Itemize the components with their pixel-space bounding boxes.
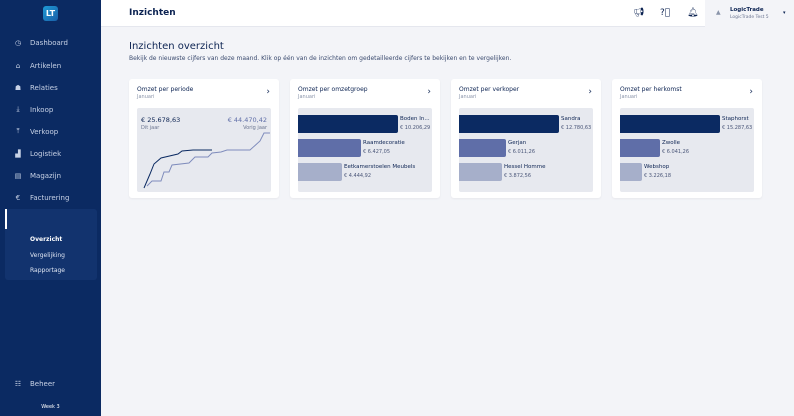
card-omzet-per-herkomst[interactable]: Omzet per herkomst Januari › Staphorst €…	[612, 79, 762, 198]
bar	[298, 139, 361, 157]
sidebar-item-magazijn[interactable]: ▤ Magazijn	[14, 171, 62, 180]
truck-icon: ▟	[15, 149, 21, 158]
previous-year-line	[146, 132, 270, 187]
sidebar-subitem-overzicht[interactable]: Overzicht	[30, 236, 63, 243]
sidebar-subitem-rapportage[interactable]: Rapportage	[30, 267, 65, 274]
card-subtitle: Januari	[298, 94, 316, 100]
card-title: Omzet per verkoper	[459, 86, 520, 93]
bar	[298, 115, 398, 133]
user-menu[interactable]: ▲ LogicTrade LogicTrade Test 5 ▾	[705, 0, 794, 27]
bar-value: € 4.444,92	[344, 173, 372, 179]
archive-icon: ▤	[14, 171, 22, 180]
bar-label: Webshop	[644, 164, 670, 170]
card-omzet-per-verkoper[interactable]: Omzet per verkoper Januari › Sandra € 12…	[451, 79, 601, 198]
dashboard-icon: ◷	[14, 38, 22, 47]
bar-value: € 3.226,18	[644, 173, 672, 179]
bar	[620, 115, 720, 133]
help-icon[interactable]: ?⃝	[660, 8, 671, 18]
logo[interactable]: LT	[43, 6, 58, 21]
bar-chart: Boden In... € 10.206,29 Raamdecoratie € …	[298, 108, 432, 192]
euro-icon: €	[15, 193, 21, 202]
megaphone-icon[interactable]: 📢︎	[633, 8, 645, 18]
bar-chart: Staphorst € 15.287,63 Zwolle € 6.041,26 …	[620, 108, 754, 192]
bar-label: Hessel Homme	[504, 164, 546, 170]
bar-value: € 15.287,63	[722, 125, 753, 131]
sidebar-item-artikelen[interactable]: ⌂ Artikelen	[0, 57, 101, 74]
sidebar-group-inzichten	[5, 209, 97, 280]
sidebar-item-verkoop[interactable]: ⤒ Verkoop	[0, 123, 101, 140]
week-label: Week 3	[41, 404, 60, 410]
settings-icon: ☷	[14, 379, 22, 388]
bar	[459, 163, 502, 181]
bar	[459, 115, 559, 133]
sidebar-item-inkoop[interactable]: ⤓ Inkoop	[0, 101, 101, 118]
page-header-title: Inzichten	[129, 8, 176, 18]
header: Inzichten 📢︎ ?⃝ 🔔︎ ▲ LogicTrade LogicTra…	[101, 0, 794, 27]
bar-label: Sandra	[561, 116, 581, 122]
bar-label: Boden In...	[400, 116, 430, 122]
bar-value: € 12.780,63	[561, 125, 592, 131]
bar-value: € 6.011,26	[508, 149, 536, 155]
period-chart: € 25.678,63 Dit jaar € 44.470,42 Vorig j…	[137, 108, 271, 192]
chevron-right-icon[interactable]: ›	[749, 87, 753, 97]
chevron-right-icon[interactable]: ›	[588, 87, 592, 97]
sidebar-item-logistiek[interactable]: ▟ Logistiek	[0, 145, 101, 162]
bar	[620, 139, 660, 157]
bar	[298, 163, 342, 181]
bar-label: Zwolle	[662, 140, 681, 146]
card-omzet-per-periode[interactable]: Omzet per periode Januari › € 25.678,63 …	[129, 79, 279, 198]
sidebar-item-relaties[interactable]: ☗ Relaties	[14, 83, 58, 92]
page-description: Bekijk de nieuwste cijfers van deze maan…	[129, 55, 512, 62]
current-year-line	[143, 149, 212, 189]
bar-value: € 6.041,26	[662, 149, 690, 155]
bar-value: € 3.872,56	[504, 173, 532, 179]
card-omzet-per-omzetgroep[interactable]: Omzet per omzetgroep Januari › Boden In.…	[290, 79, 440, 198]
chevron-right-icon[interactable]: ›	[266, 87, 270, 97]
download-icon: ⤓	[16, 105, 20, 113]
card-subtitle: Januari	[137, 94, 155, 100]
current-value: € 25.678,63	[141, 116, 181, 124]
user-icon: ☗	[14, 83, 22, 92]
sidebar-item-dashboard[interactable]: ◷ Dashboard	[14, 38, 68, 47]
user-icon: ▲	[716, 9, 721, 16]
sidebar-subitem-vergelijking[interactable]: Vergelijking	[30, 252, 65, 259]
bar-chart: Sandra € 12.780,63 Gerjan € 6.011,26 Hes…	[459, 108, 593, 192]
card-subtitle: Januari	[620, 94, 638, 100]
card-title: Omzet per omzetgroep	[298, 86, 368, 93]
bar-label: Gerjan	[508, 140, 527, 146]
page-title: Inzichten overzicht	[129, 41, 224, 52]
bar-label: Staphorst	[722, 116, 749, 122]
card-subtitle: Januari	[459, 94, 477, 100]
bar-value: € 6.427,05	[363, 149, 391, 155]
card-title: Omzet per periode	[137, 86, 194, 93]
chevron-down-icon: ▾	[783, 10, 786, 16]
bell-icon[interactable]: 🔔︎	[687, 8, 699, 18]
sidebar: LT ◷ Dashboard ⌂ Artikelen ☗ Relaties ⤓ Inkoop ⤒…	[0, 0, 101, 416]
sidebar-item-facturering[interactable]: € Facturering	[0, 189, 101, 206]
chevron-right-icon[interactable]: ›	[427, 87, 431, 97]
bar	[620, 163, 642, 181]
upload-icon: ⤒	[16, 127, 20, 135]
previous-value: € 44.470,42	[227, 116, 267, 124]
inbox-icon: ⌂	[15, 61, 21, 70]
card-title: Omzet per herkomst	[620, 86, 682, 93]
bar-value: € 10.206,29	[400, 125, 431, 131]
bar-label: Eetkamerstoelen Meubels	[344, 164, 416, 170]
sidebar-item-beheer[interactable]: ☷ Beheer	[14, 379, 56, 388]
bar-label: Raamdecoratie	[363, 140, 405, 146]
bar	[459, 139, 506, 157]
